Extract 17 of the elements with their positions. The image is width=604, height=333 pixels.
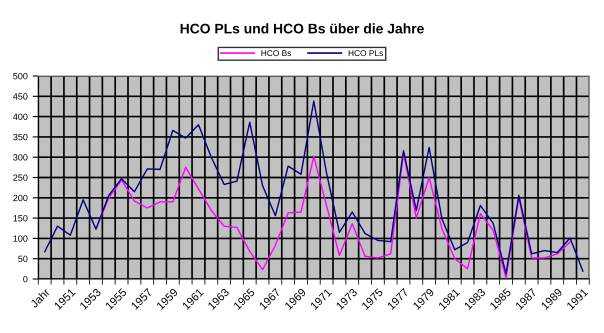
- line-series: [95, 152, 571, 278]
- y-tick-label: 100: [14, 235, 28, 242]
- y-tick-label: 400: [13, 114, 28, 120]
- y-tick-label: 200: [13, 194, 28, 202]
- line-series: [44, 100, 584, 274]
- y-tick-label: 250: [13, 174, 28, 181]
- y-tick-label: 300: [13, 154, 28, 161]
- y-tick-label: 0: [23, 276, 28, 282]
- legend-label: HCO Bs: [261, 50, 292, 56]
- chart-title: HCO PLs und HCO Bs über die Jahre: [180, 23, 424, 34]
- legend-label: HCO PLs: [348, 50, 383, 56]
- y-tick-label: 350: [13, 134, 28, 140]
- y-tick-label: 450: [13, 93, 28, 100]
- y-tick-label: 500: [13, 72, 28, 80]
- y-tick-label: 50: [18, 256, 28, 262]
- x-tick-label: Jahr: [30, 287, 50, 308]
- y-tick-label: 150: [14, 215, 28, 222]
